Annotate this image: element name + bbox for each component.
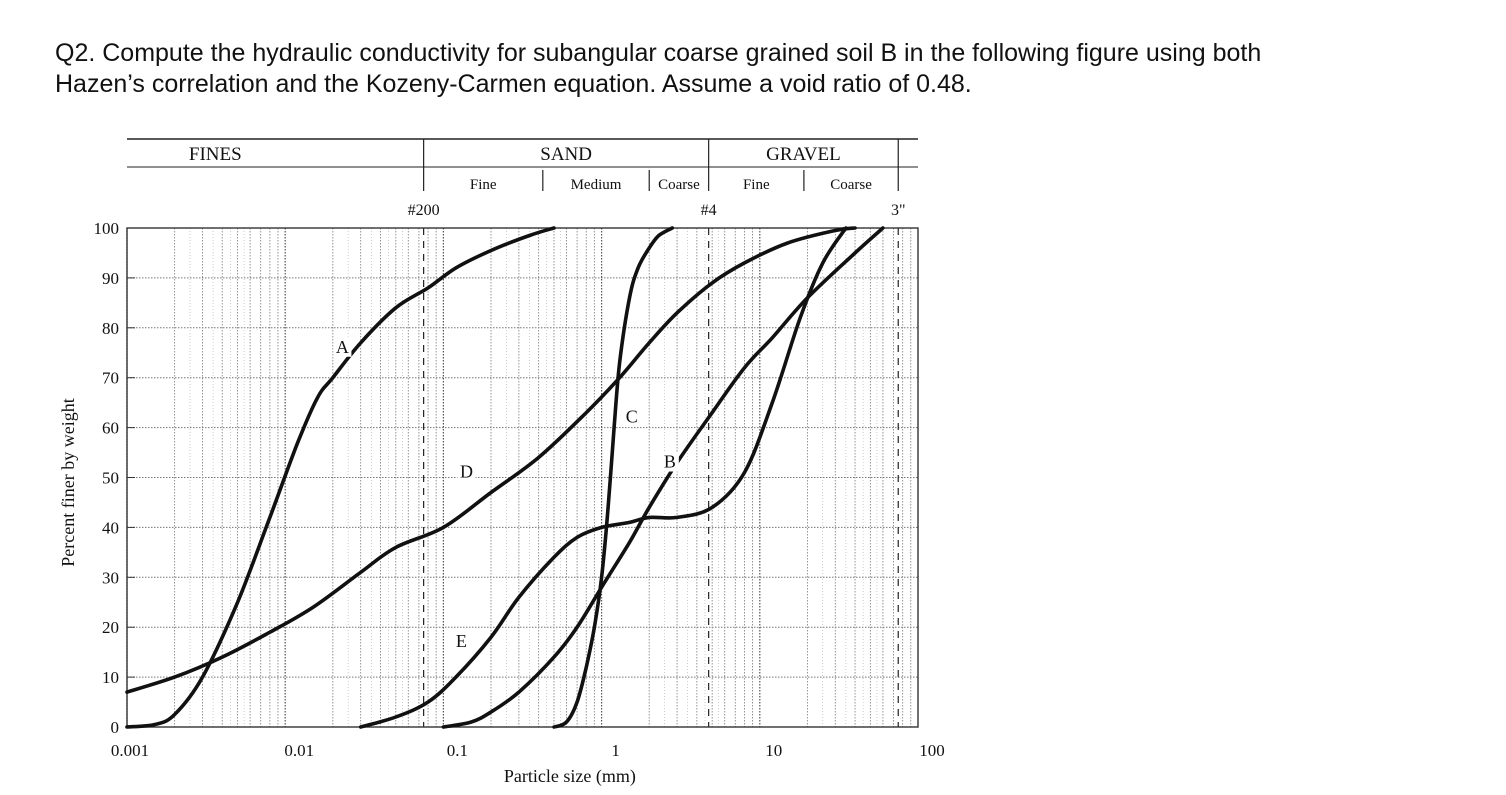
curve-label-bg (333, 336, 352, 357)
y-tick-label: 90 (102, 269, 119, 288)
y-tick-label: 70 (102, 369, 119, 388)
subgroup-label: Fine (743, 177, 770, 193)
question-text: Q2. Compute the hydraulic conductivity f… (55, 38, 1475, 100)
subgroup-label: Coarse (830, 177, 872, 193)
series-curve-b (441, 226, 885, 729)
x-tick-label: 0.01 (284, 741, 314, 760)
x-tick-label: 1 (611, 741, 620, 760)
series-curve-a (125, 226, 556, 729)
series-curves (125, 226, 885, 729)
question-line-2: Hazen’s correlation and the Kozeny-Carme… (55, 70, 972, 98)
sieve-label: #4 (701, 202, 717, 219)
x-tick-label: 0.001 (111, 741, 149, 760)
y-tick-label: 100 (94, 219, 120, 238)
group-label: GRAVEL (766, 144, 841, 165)
group-label: FINES (189, 144, 242, 165)
y-tick-label: 50 (102, 469, 119, 488)
sieve-label: #200 (408, 202, 440, 219)
subgroup-label: Medium (571, 177, 622, 193)
y-tick-label: 60 (102, 419, 119, 438)
y-tick-label: 40 (102, 518, 119, 537)
curve-label-d: D (460, 462, 473, 482)
y-tick-label: 0 (111, 718, 120, 737)
axes: 0 10 20 30 40 50 60 70 80 90 100 0.001 0.01 0.1 1 10 100… (58, 219, 945, 787)
curve-label-e: E (456, 631, 467, 651)
sieve-label: 3" (891, 202, 906, 219)
series-curve-e (358, 226, 848, 729)
curve-label-bg (452, 631, 471, 652)
curve-label-bg (457, 461, 476, 482)
series-curve-d (125, 226, 857, 694)
y-tick-label: 80 (102, 319, 119, 338)
series-curve-c (552, 226, 675, 729)
x-tick-label: 10 (765, 741, 782, 760)
question-line-1: Q2. Compute the hydraulic conductivity f… (55, 39, 1262, 67)
y-tick-label: 20 (102, 618, 119, 637)
y-tick-label: 10 (102, 668, 119, 687)
y-axis-label: Percent finer by weight (58, 398, 78, 566)
x-axis-label: Particle size (mm) (504, 766, 636, 787)
grid (126, 227, 918, 728)
x-tick-label: 100 (919, 741, 945, 760)
curve-label-c: C (626, 407, 638, 427)
curve-label-bg (660, 451, 679, 472)
subgroup-label: Coarse (658, 177, 700, 193)
subgroup-label: Fine (470, 177, 497, 193)
x-tick-label: 0.1 (447, 741, 468, 760)
y-tick-label: 30 (102, 568, 119, 587)
curve-label-a: A (336, 337, 349, 357)
group-label: SAND (540, 144, 592, 165)
classification-header: #200 #4 3" FINES SAND GRAVEL Fine Medium Coarse F… (127, 138, 918, 219)
curve-labels: A B C D E (333, 336, 679, 652)
curve-label-bg (622, 406, 641, 427)
curve-label-b: B (664, 452, 676, 472)
